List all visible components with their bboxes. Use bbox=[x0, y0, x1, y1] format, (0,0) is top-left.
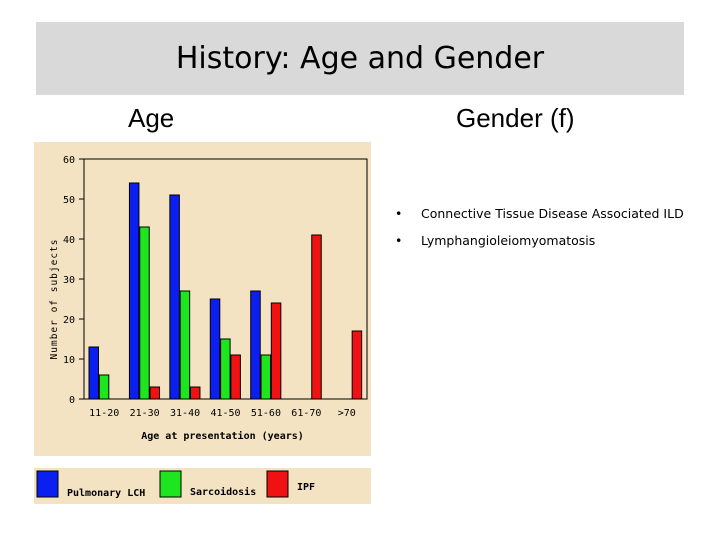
chart-legend: Pulmonary LCH Sarcoidosis IPF bbox=[34, 468, 371, 504]
x-tick-label: 41-50 bbox=[210, 408, 240, 419]
bar bbox=[351, 330, 363, 400]
bar bbox=[250, 290, 261, 400]
bar bbox=[260, 354, 272, 400]
age-heading: Age bbox=[128, 103, 175, 133]
bar bbox=[209, 298, 221, 400]
gender-list: • Connective Tissue Disease Associated I… bbox=[395, 204, 685, 258]
bar bbox=[189, 386, 201, 400]
y-tick-label: 20 bbox=[63, 315, 75, 326]
legend-label: Pulmonary LCH bbox=[67, 488, 145, 499]
slide-title: History: Age and Gender bbox=[175, 41, 545, 76]
legend-label: IPF bbox=[297, 482, 315, 493]
bar bbox=[230, 354, 241, 400]
title-bar: History: Age and Gender bbox=[36, 22, 684, 95]
legend-swatch bbox=[266, 470, 289, 498]
legend-label: Sarcoidosis bbox=[190, 486, 256, 498]
x-tick-label: 11-20 bbox=[89, 408, 119, 419]
age-bar-chart: 0 10 20 30 40 50 60 11-20 21-30 31-40 41-50 51-60 61… bbox=[34, 142, 371, 456]
x-tick-label: 21-30 bbox=[130, 408, 160, 419]
y-tick-label: 50 bbox=[63, 195, 75, 206]
bar bbox=[270, 302, 282, 400]
bar bbox=[179, 290, 191, 400]
bar bbox=[139, 226, 150, 400]
bar bbox=[220, 338, 231, 400]
x-tick-label: 61-70 bbox=[291, 408, 321, 419]
bar bbox=[98, 374, 110, 400]
y-tick-label: 30 bbox=[63, 275, 75, 286]
legend-background bbox=[34, 468, 371, 504]
list-item: • Lymphangioleiomyomatosis bbox=[395, 231, 685, 250]
y-tick-label: 40 bbox=[63, 235, 75, 246]
x-tick-label: 31-40 bbox=[170, 408, 200, 419]
bar bbox=[149, 386, 161, 400]
list-item: • Connective Tissue Disease Associated I… bbox=[395, 204, 685, 223]
y-tick-label: 10 bbox=[63, 355, 75, 366]
bullet-icon: • bbox=[395, 206, 403, 221]
list-item-text: Connective Tissue Disease Associated ILD bbox=[421, 206, 684, 221]
y-axis-label: Number of subjects bbox=[49, 239, 60, 360]
y-tick-label: 60 bbox=[63, 155, 75, 166]
x-tick-label: >70 bbox=[338, 408, 356, 419]
x-tick-label: 51-60 bbox=[251, 408, 281, 419]
legend-swatch bbox=[159, 470, 182, 498]
list-item-text: Lymphangioleiomyomatosis bbox=[421, 233, 596, 248]
bar bbox=[169, 194, 180, 400]
bar bbox=[88, 346, 99, 400]
x-axis-label: Age at presentation (years) bbox=[141, 430, 304, 442]
bar bbox=[128, 182, 140, 400]
legend-swatch bbox=[36, 470, 59, 498]
bar bbox=[311, 234, 322, 400]
gender-heading: Gender (f) bbox=[456, 103, 575, 133]
bullet-icon: • bbox=[395, 233, 403, 248]
y-tick-label: 0 bbox=[69, 395, 75, 406]
